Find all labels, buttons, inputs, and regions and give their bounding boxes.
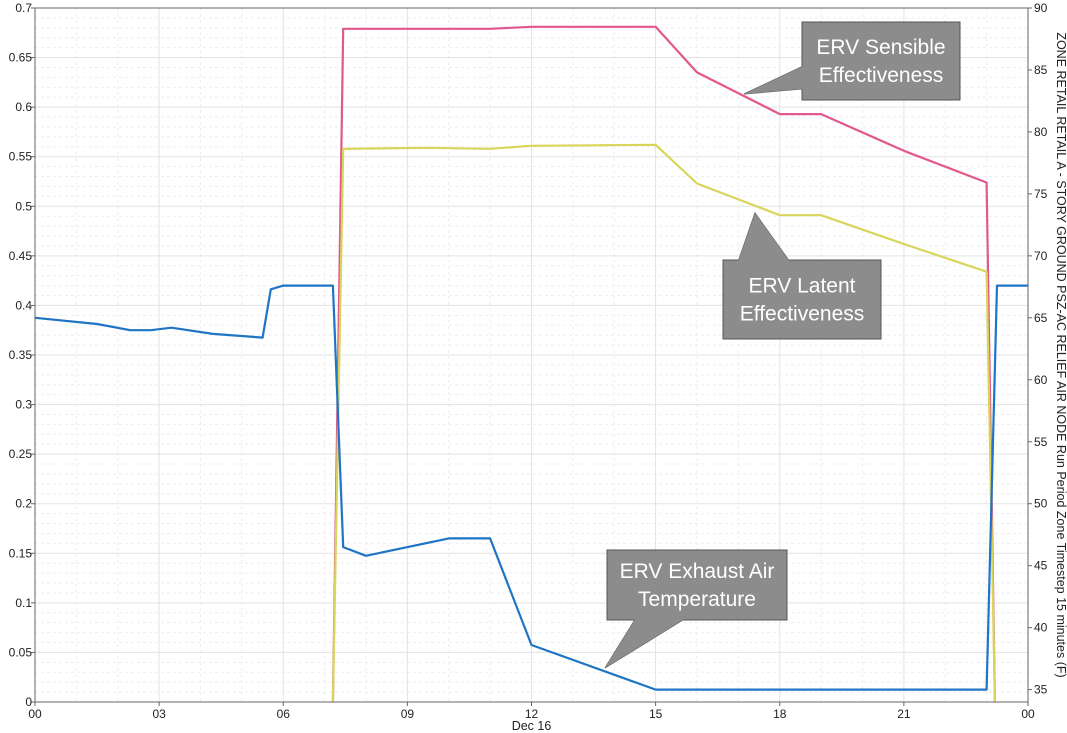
left-tick-label: 0.4 bbox=[15, 298, 32, 312]
callouts: ERV Sensible Effectiveness ERV Latent Effec… bbox=[604, 21, 961, 669]
x-tick-label: 18 bbox=[773, 707, 787, 721]
callout-pointer-fill bbox=[744, 62, 812, 94]
callout-text-line: ERV Latent bbox=[748, 275, 855, 298]
callout-pointer-fill bbox=[738, 213, 790, 262]
x-axis-label: Dec 16 bbox=[512, 719, 552, 733]
left-tick-label: 0.6 bbox=[15, 100, 32, 114]
left-tick-label: 0.05 bbox=[9, 645, 33, 659]
left-tick-label: 0.65 bbox=[9, 51, 33, 65]
callout-sensible: ERV Sensible Effectiveness bbox=[743, 21, 961, 101]
grid-major bbox=[35, 8, 1028, 702]
callout-box bbox=[722, 259, 882, 340]
callout-box bbox=[801, 21, 961, 101]
right-tick-label: 80 bbox=[1034, 125, 1048, 139]
left-tick-label: 0.5 bbox=[15, 199, 32, 213]
callout-text-line: Effectiveness bbox=[740, 303, 865, 326]
right-tick-label: 75 bbox=[1034, 187, 1048, 201]
x-tick-label: 06 bbox=[277, 707, 291, 721]
right-tick-label: 50 bbox=[1034, 497, 1048, 511]
callout-text-line: ERV Sensible bbox=[816, 36, 945, 59]
right-tick-label: 35 bbox=[1034, 683, 1048, 697]
left-axis-ticks: 0 0.05 0.1 0.15 0.2 0.25 0.3 0.35 0.4 0.45 0.5 0.55… bbox=[9, 1, 35, 709]
left-tick-label: 0.1 bbox=[15, 596, 32, 610]
left-tick-label: 0.35 bbox=[9, 348, 33, 362]
left-tick-label: 0.2 bbox=[15, 497, 32, 511]
right-tick-label: 60 bbox=[1034, 373, 1048, 387]
x-axis-ticks: 00 03 06 09 12 15 18 21 00 bbox=[28, 702, 1035, 721]
right-tick-label: 65 bbox=[1034, 311, 1048, 325]
callout-pointer-fill bbox=[605, 618, 686, 668]
callout-text-line: Temperature bbox=[638, 588, 756, 611]
right-tick-label: 40 bbox=[1034, 621, 1048, 635]
right-tick-label: 45 bbox=[1034, 559, 1048, 573]
series-exhaust-air-temperature bbox=[34, 284, 1028, 691]
left-tick-label: 0.45 bbox=[9, 249, 33, 263]
left-tick-label: 0.7 bbox=[15, 1, 32, 15]
callout-text-line: ERV Exhaust Air bbox=[620, 560, 775, 583]
series-latent-effectiveness bbox=[331, 143, 996, 703]
x-tick-label: 15 bbox=[649, 707, 663, 721]
x-tick-label: 00 bbox=[28, 707, 42, 721]
x-tick-label: 03 bbox=[152, 707, 166, 721]
grid-minor bbox=[35, 8, 1028, 702]
x-tick-label: 21 bbox=[897, 707, 911, 721]
series-sensible-effectiveness bbox=[331, 25, 996, 703]
callout-box bbox=[606, 549, 788, 621]
x-tick-label: 09 bbox=[401, 707, 415, 721]
left-tick-label: 0.25 bbox=[9, 447, 33, 461]
x-tick-label: 00 bbox=[1021, 707, 1035, 721]
right-tick-label: 70 bbox=[1034, 249, 1048, 263]
left-tick-label: 0.55 bbox=[9, 150, 33, 164]
callout-exhaust: ERV Exhaust Air Temperature bbox=[604, 549, 788, 669]
left-tick-label: 0.3 bbox=[15, 398, 32, 412]
right-tick-label: 55 bbox=[1034, 435, 1048, 449]
x-tick-label: 12 bbox=[525, 707, 539, 721]
series-layer bbox=[34, 25, 1028, 703]
left-tick-label: 0.15 bbox=[9, 546, 33, 560]
left-tick-label: 0 bbox=[25, 695, 32, 709]
callout-latent: ERV Latent Effectiveness bbox=[722, 211, 882, 340]
right-tick-label: 85 bbox=[1034, 63, 1048, 77]
callout-text-line: Effectiveness bbox=[819, 64, 944, 87]
right-axis-label: ZONE RETAIL RETAIL A - STORY GROUND PSZ-… bbox=[1054, 32, 1067, 677]
right-tick-label: 90 bbox=[1034, 1, 1048, 15]
right-axis-ticks: 35 40 45 50 55 60 65 70 75 80 85 90 bbox=[1028, 1, 1048, 697]
